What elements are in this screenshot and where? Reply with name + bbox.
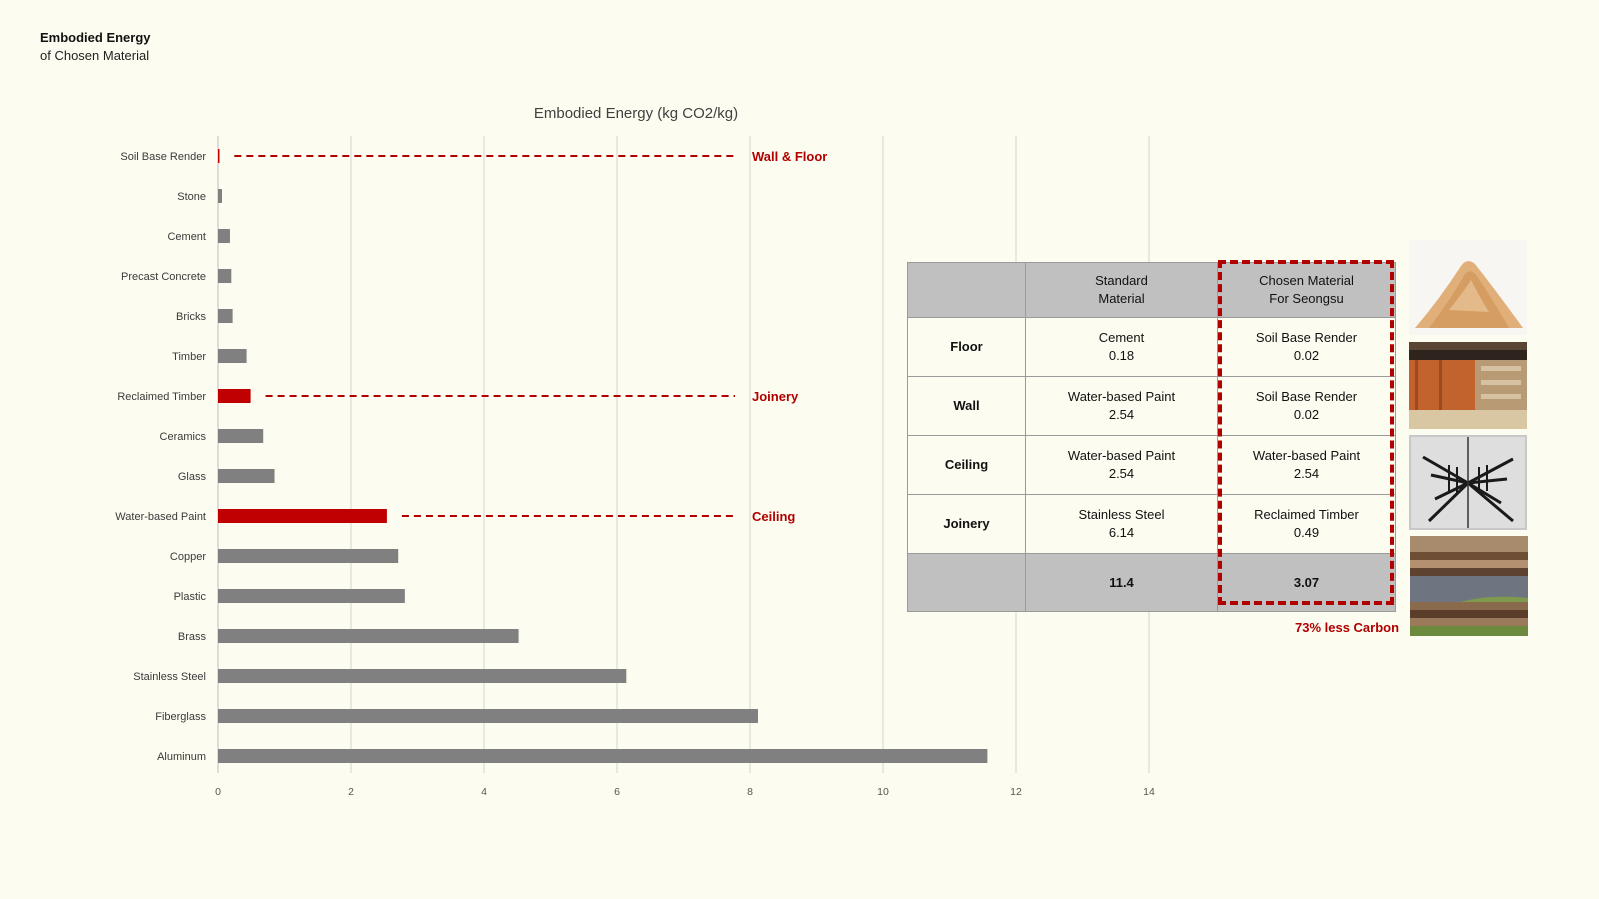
standard-material-value: 2.54 — [1108, 466, 1135, 481]
x-tick-label: 6 — [614, 786, 620, 798]
header-standard: Standard Material — [1025, 262, 1218, 318]
bar-precast-concrete — [218, 269, 232, 283]
bar-ceramics — [218, 429, 264, 443]
category-label: Soil Base Render — [120, 151, 206, 163]
category-label: Stainless Steel — [133, 671, 206, 683]
bar-glass — [218, 469, 275, 483]
chosen-material-value: 2.54 — [1293, 466, 1320, 481]
comparison-row-wall: Wall Water-based Paint 2.54 Soil Base Re… — [907, 376, 1396, 436]
x-tick-label: 4 — [481, 786, 487, 798]
standard-material-name: Water-based Paint — [1067, 389, 1176, 404]
chosen-cell: Reclaimed Timber 0.49 — [1217, 494, 1396, 554]
chosen-material-value: 0.02 — [1293, 348, 1320, 363]
category-label: Timber — [172, 351, 206, 363]
page-title: Embodied Energy — [40, 30, 151, 45]
bar-stainless-steel — [218, 669, 627, 683]
header-chosen: Chosen Material For Seongsu — [1217, 262, 1396, 318]
category-label: Aluminum — [157, 751, 206, 763]
total-row-label — [907, 553, 1026, 612]
standard-cell: Stainless Steel 6.14 — [1025, 494, 1218, 554]
callout-label: Ceiling — [752, 509, 795, 524]
category-label: Bricks — [176, 311, 206, 323]
chart-title: Embodied Energy (kg CO2/kg) — [534, 105, 738, 122]
category-label: Copper — [170, 551, 206, 563]
standard-cell: Cement 0.18 — [1025, 317, 1218, 377]
category-label: Plastic — [174, 591, 207, 603]
x-tick-label: 0 — [215, 786, 221, 798]
standard-material-name: Cement — [1098, 330, 1145, 345]
standard-material-value: 0.18 — [1108, 348, 1135, 363]
comparison-header-row: Standard Material Chosen Material For Se… — [907, 262, 1396, 318]
chosen-cell: Water-based Paint 2.54 — [1217, 435, 1396, 495]
x-tick-label: 12 — [1010, 786, 1022, 798]
callout-label: Wall & Floor — [752, 149, 827, 164]
header-row-label — [907, 262, 1026, 318]
bar-timber — [218, 349, 247, 363]
bar-cement — [218, 229, 230, 243]
chart-category-labels: Soil Base Render Stone Cement Precast Concr… — [115, 151, 206, 763]
reclaimed-timber-stack-photo — [1410, 536, 1528, 636]
bar-water-based-paint — [218, 509, 387, 523]
soil-powder-photo — [1409, 240, 1527, 335]
comparison-row-ceiling: Ceiling Water-based Paint 2.54 Water-bas… — [907, 435, 1396, 495]
x-tick-label: 14 — [1143, 786, 1155, 798]
page-heading: Embodied Energy of Chosen Material — [40, 29, 151, 65]
header-chosen-line-1: Chosen Material — [1259, 273, 1354, 288]
bar-plastic — [218, 589, 405, 603]
x-tick-label: 2 — [348, 786, 354, 798]
header-standard-line-2: Material — [1098, 291, 1145, 306]
chosen-material-name: Water-based Paint — [1252, 448, 1361, 463]
standard-material-name: Stainless Steel — [1078, 507, 1165, 522]
bar-soil-base-render — [218, 149, 220, 163]
category-label: Reclaimed Timber — [117, 391, 206, 403]
timber-planks-photo — [1409, 342, 1527, 429]
row-label: Ceiling — [907, 435, 1026, 495]
category-label: Stone — [177, 191, 206, 203]
total-standard: 11.4 — [1025, 553, 1218, 612]
chosen-material-name: Soil Base Render — [1255, 389, 1358, 404]
category-label: Glass — [178, 471, 207, 483]
chosen-material-name: Soil Base Render — [1255, 330, 1358, 345]
painted-ceiling-photo — [1409, 435, 1527, 530]
carbon-saving-note: 73% less Carbon — [1295, 620, 1400, 635]
x-tick-label: 8 — [747, 786, 753, 798]
bar-stone — [218, 189, 222, 203]
bar-fiberglass — [218, 709, 758, 723]
standard-material-value: 6.14 — [1108, 525, 1135, 540]
category-label: Precast Concrete — [121, 271, 206, 283]
category-label: Ceramics — [160, 431, 207, 443]
bar-brass — [218, 629, 519, 643]
row-label: Floor — [907, 317, 1026, 377]
comparison-row-joinery: Joinery Stainless Steel 6.14 Reclaimed T… — [907, 494, 1396, 554]
standard-material-value: 2.54 — [1108, 407, 1135, 422]
category-label: Cement — [167, 231, 206, 243]
standard-cell: Water-based Paint 2.54 — [1025, 376, 1218, 436]
x-tick-label: 10 — [877, 786, 889, 798]
callout-label: Joinery — [752, 389, 799, 404]
chosen-column-highlight — [1218, 260, 1394, 605]
row-label: Wall — [907, 376, 1026, 436]
chosen-material-value: 0.02 — [1293, 407, 1320, 422]
category-label: Water-based Paint — [115, 511, 206, 523]
chart-tick-labels: 0 2 4 6 8 10 12 14 — [215, 786, 1155, 798]
page-subtitle: of Chosen Material — [40, 48, 150, 63]
chart-callouts: Wall & Floor Joinery Ceiling — [234, 149, 827, 524]
chosen-cell: Soil Base Render 0.02 — [1217, 376, 1396, 436]
bar-aluminum — [218, 749, 988, 763]
chosen-material-name: Reclaimed Timber — [1254, 507, 1359, 522]
standard-cell: Water-based Paint 2.54 — [1025, 435, 1218, 495]
header-chosen-line-2: For Seongsu — [1269, 291, 1344, 306]
chart-bars — [218, 149, 988, 763]
chosen-material-value: 0.49 — [1293, 525, 1320, 540]
row-label: Joinery — [907, 494, 1026, 554]
header-standard-line-1: Standard — [1095, 273, 1148, 288]
bar-copper — [218, 549, 399, 563]
bar-bricks — [218, 309, 233, 323]
comparison-table: Standard Material Chosen Material For Se… — [907, 262, 1396, 612]
standard-material-name: Water-based Paint — [1067, 448, 1176, 463]
bar-reclaimed-timber — [218, 389, 251, 403]
category-label: Fiberglass — [155, 711, 206, 723]
category-label: Brass — [178, 631, 207, 643]
